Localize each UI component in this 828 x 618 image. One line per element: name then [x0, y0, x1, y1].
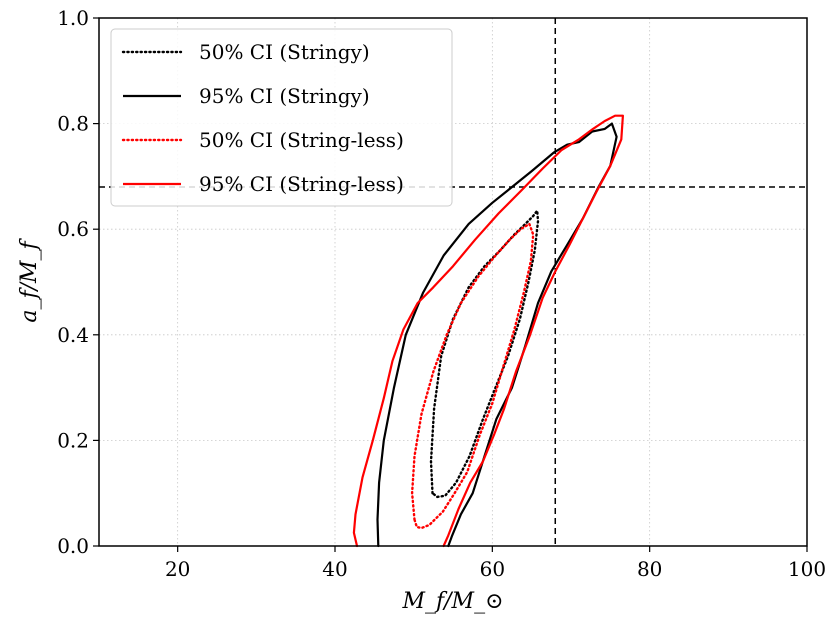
y-tick-label: 0.6	[57, 217, 89, 241]
y-tick-label: 0.2	[57, 428, 89, 452]
reference-lines	[99, 18, 807, 546]
x-tick-label: 100	[788, 557, 826, 581]
legend-label: 50% CI (Stringy)	[199, 40, 370, 64]
legend-label: 95% CI (String-less)	[199, 172, 404, 196]
x-axis-label: M_f/M_⊙	[401, 589, 503, 614]
series-line	[429, 209, 540, 499]
y-tick-label: 0.4	[57, 323, 89, 347]
legend: 50% CI (Stringy) 95% CI (Stringy) 50% CI (…	[110, 28, 453, 207]
legend-label: 50% CI (String-less)	[199, 128, 404, 152]
y-axis-label: a_f/M_f	[17, 237, 42, 322]
x-tick-label: 20	[165, 557, 190, 581]
x-tick-label: 60	[480, 557, 505, 581]
plot-frame	[98, 17, 808, 547]
x-tick-label: 40	[322, 557, 347, 581]
x-tick-label: 80	[637, 557, 662, 581]
y-tick-label: 1.0	[57, 6, 89, 30]
series-lines	[352, 114, 625, 548]
legend-label: 95% CI (Stringy)	[199, 84, 370, 108]
series-line	[410, 222, 535, 530]
axis-ticks: 20 40 60 80 100 0.0 0.2 0.4 0.6 0.8 1.0	[57, 6, 826, 581]
legend-box	[110, 28, 453, 207]
series-line	[352, 114, 625, 548]
y-tick-label: 0.0	[57, 534, 89, 558]
y-tick-label: 0.8	[57, 112, 89, 136]
series-line	[376, 122, 618, 548]
